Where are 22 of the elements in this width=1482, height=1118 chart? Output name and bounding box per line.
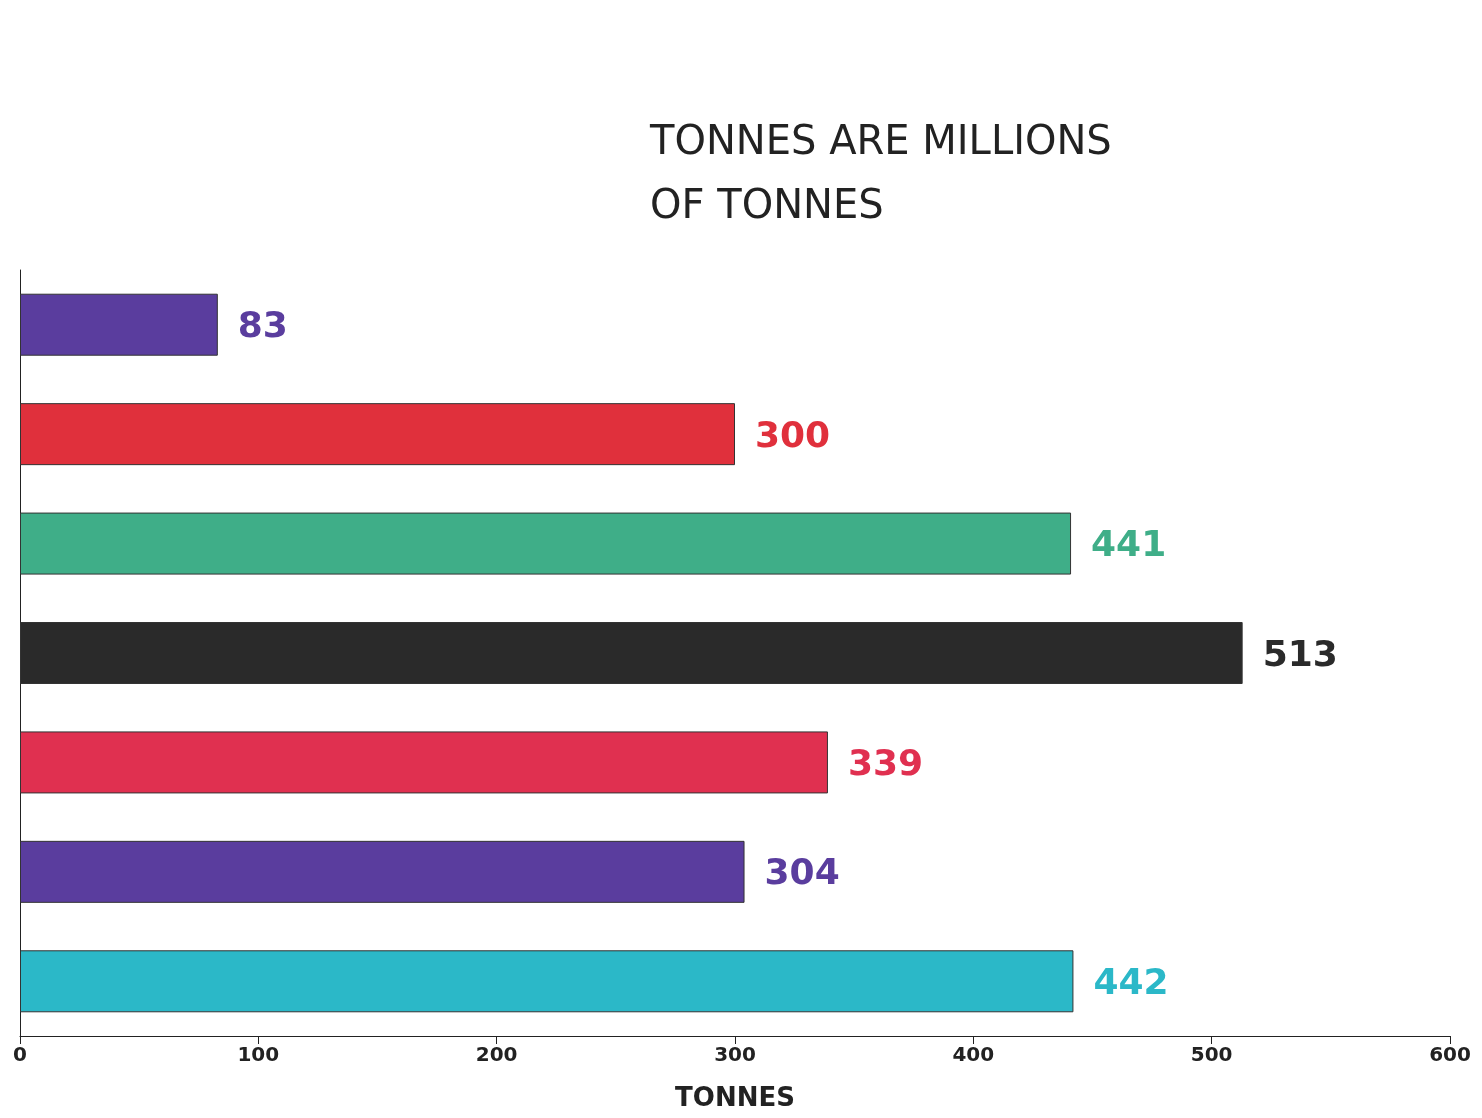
- bar: [20, 403, 735, 466]
- x-tick-label: 400: [952, 1042, 995, 1066]
- x-tick-label: 500: [1190, 1042, 1233, 1066]
- text: TONNES ARE MILLIONS OF TONNES: [649, 117, 1112, 227]
- x-tick-label: 100: [237, 1042, 280, 1066]
- bar: [20, 293, 218, 356]
- data-label: 339: [847, 741, 924, 783]
- bar: [20, 840, 745, 903]
- x-tick-label: 200: [475, 1042, 518, 1066]
- data-label: 300: [755, 413, 831, 455]
- data-label: 442: [1093, 960, 1169, 1002]
- x-tick-label: 300: [714, 1042, 756, 1066]
- data-label: 304: [764, 851, 840, 893]
- data-label: 83: [237, 304, 288, 346]
- x-tick-label: 600: [1429, 1042, 1471, 1066]
- bar: [20, 950, 1074, 1013]
- data-label: 441: [1091, 523, 1167, 565]
- data-label: 513: [1262, 632, 1338, 674]
- bar: [20, 512, 1072, 575]
- bar: [20, 731, 828, 794]
- x-tick-label: 0: [13, 1042, 27, 1066]
- x-axis-title: TONNES: [675, 1082, 795, 1112]
